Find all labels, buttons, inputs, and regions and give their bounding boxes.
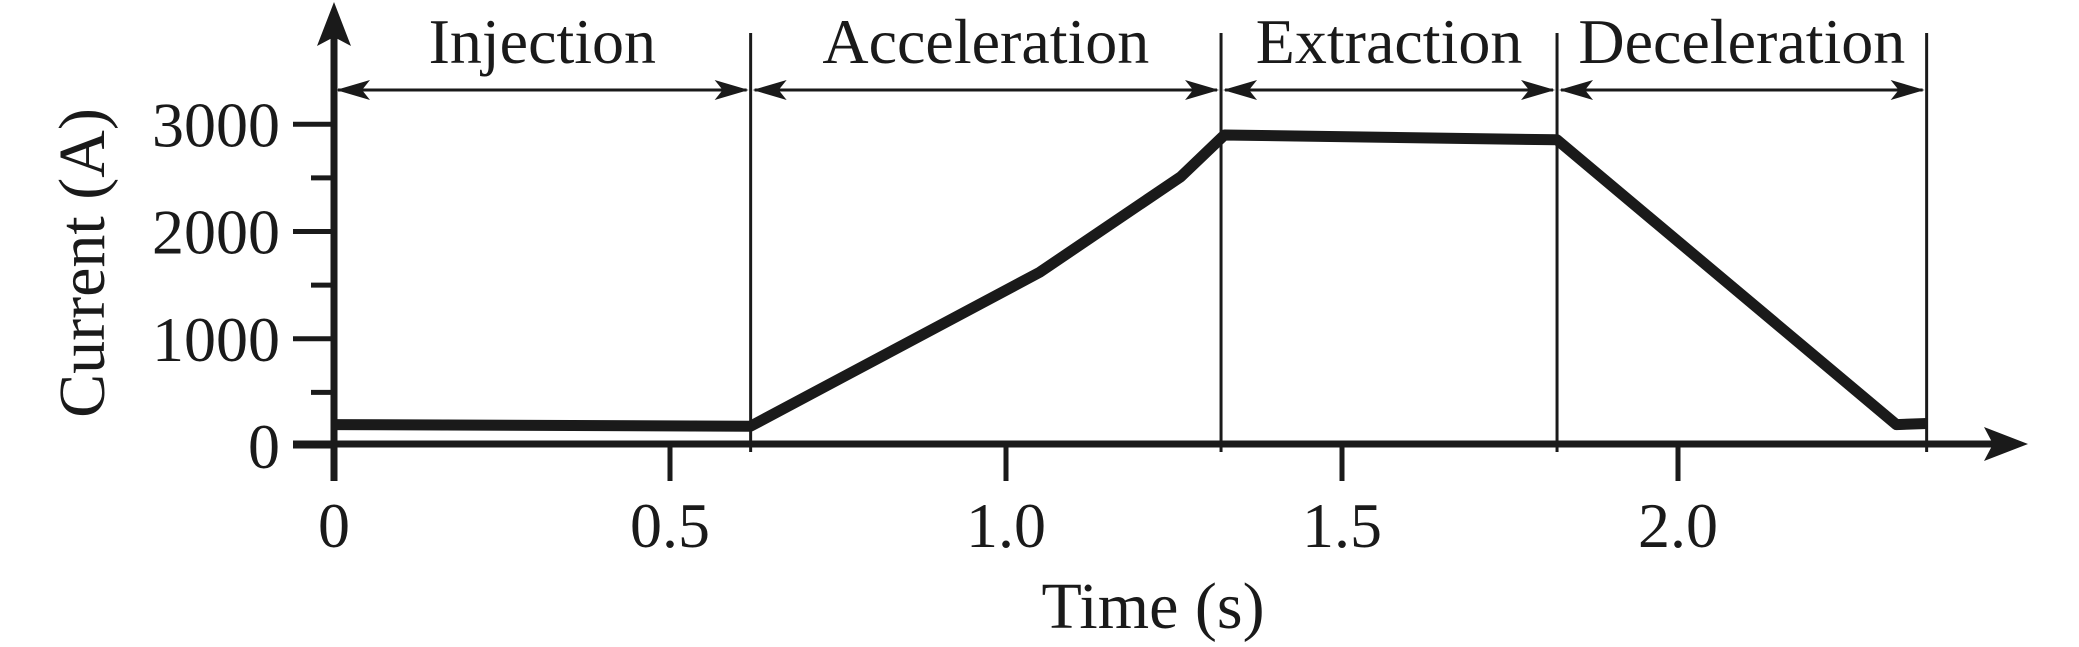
arrowhead-left-icon	[1223, 80, 1258, 100]
y-tick-label: 2000	[152, 197, 280, 268]
arrowhead-left-icon	[752, 80, 787, 100]
arrowhead-right-icon	[1185, 80, 1220, 100]
y-tick-label: 3000	[152, 89, 280, 160]
x-tick-label: 1.5	[1302, 490, 1382, 561]
arrowhead-left-icon	[1559, 80, 1594, 100]
arrowhead-right-icon	[1521, 80, 1556, 100]
phase-label: Acceleration	[822, 6, 1149, 77]
magnet-current-profile	[333, 129, 1927, 432]
x-tick-label: 0.5	[630, 490, 710, 561]
arrowhead-right-icon	[714, 80, 749, 100]
phase-label: Deceleration	[1578, 6, 1905, 77]
phase-label: Extraction	[1256, 6, 1523, 77]
y-tick-label: 0	[248, 411, 280, 482]
y-axis-arrow-icon	[317, 2, 351, 46]
arrowhead-left-icon	[336, 80, 370, 100]
arrowhead-right-icon	[1890, 80, 1925, 100]
y-tick-label: 1000	[152, 304, 280, 375]
x-axis-arrow-icon	[1984, 427, 2028, 461]
x-tick-label: 1.0	[966, 490, 1046, 561]
x-tick-label: 0	[318, 490, 350, 561]
phase-label: Injection	[429, 6, 656, 77]
x-axis-title: Time (s)	[1041, 570, 1264, 643]
x-tick-label: 2.0	[1638, 490, 1718, 561]
y-axis-title: Current (A)	[46, 108, 119, 418]
